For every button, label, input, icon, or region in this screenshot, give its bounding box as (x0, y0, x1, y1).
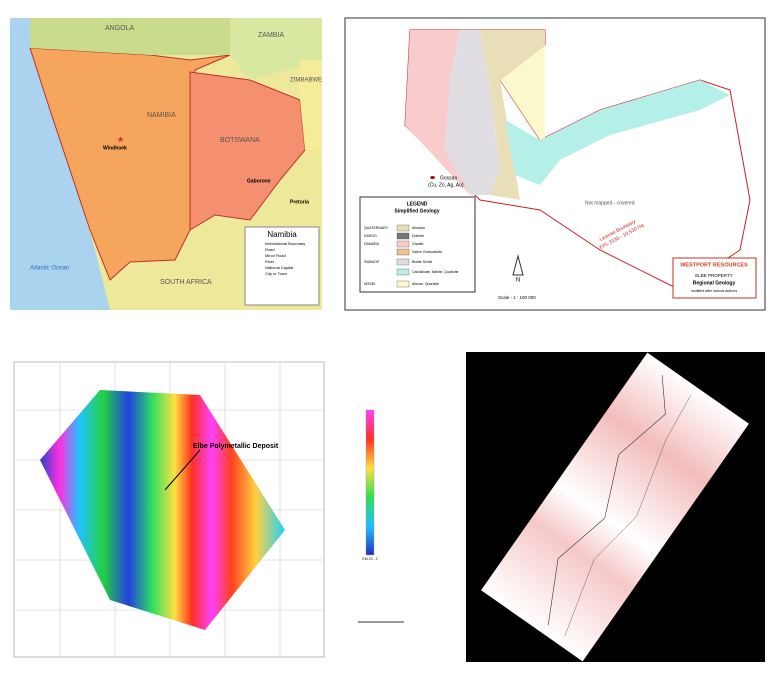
em-map: Elbe Polymetallic Deposit EM 23 - 2 (13, 361, 404, 658)
schist (445, 30, 500, 195)
gossan-symbol: ⬬ (430, 176, 436, 182)
star: ★ (117, 135, 124, 144)
legend-item: Road (265, 247, 275, 252)
legend-item: River (265, 259, 275, 264)
ocean-label: Atlantic Ocean (29, 266, 70, 272)
leader-line (164, 449, 201, 491)
legend-item: National Capital (265, 265, 293, 270)
unit: Dolerite (412, 234, 424, 238)
unit: Salem Granodiorite (412, 250, 442, 254)
legend-box (359, 196, 476, 293)
era: KAROO (364, 234, 377, 238)
legend-rows: QUATERNARY KAROO DAMARA SWAKOP NOSIB All… (364, 224, 459, 288)
country-label: SOUTH AFRICA (160, 279, 212, 286)
annotation: Elbe Polymetallic Deposit (193, 443, 279, 450)
era: NOSIB (364, 282, 376, 286)
unit: Arkose, Quartzite (412, 282, 439, 286)
swatch (396, 224, 410, 232)
legend-item: International Boundary (265, 241, 305, 246)
era: DAMARA (364, 242, 380, 246)
north-label: N (516, 278, 520, 284)
swatch (396, 268, 410, 276)
legend-items: International Boundary Road Minor Road R… (265, 241, 305, 276)
trace (547, 375, 666, 626)
calcsilicate (505, 80, 730, 185)
gossan-metals: (Cu, Zn, Ag, Au) (428, 182, 464, 188)
alluvium (480, 30, 545, 200)
subject: Regional Geology (693, 280, 736, 286)
unit: Calcsilicate, Marble, Quartzite (412, 270, 459, 274)
era: QUATERNARY (364, 226, 389, 230)
legend-box (244, 226, 320, 306)
country-label: ANGOLA (105, 25, 135, 32)
swatch (396, 258, 410, 266)
namibia-map: ANGOLA ZAMBIA ZIMBABWE NAMIBIA BOTSWANA … (10, 18, 322, 310)
scanned-plan (466, 352, 765, 662)
sheet (481, 352, 749, 662)
city-label: Pretoria (290, 199, 309, 205)
plan-sheet (481, 352, 749, 662)
legend-item: Minor Road (265, 253, 286, 258)
colorbar (365, 409, 375, 556)
country-label: BOTSWANA (220, 137, 260, 144)
namibia-shape (29, 47, 231, 281)
granite (405, 30, 470, 195)
legend-subtitle: Simplified Geology (394, 208, 440, 214)
swatch (396, 240, 410, 248)
country-label: ZAMBIA (258, 32, 284, 39)
geology-map: ⬬ Gossan (Cu, Zn, Ag, Au) Not mapped - c… (344, 17, 766, 311)
colorbar-label: EM 23 - 2 (362, 557, 377, 561)
property: ELBE PROPERTY (695, 273, 732, 278)
ocean (10, 18, 110, 310)
swatch (396, 280, 410, 288)
north-arrow (512, 254, 524, 276)
unit: Alluvium (412, 226, 425, 230)
credit: modified after various Authors (691, 289, 738, 293)
arkose (500, 30, 545, 140)
gossan-label: Gossan (440, 175, 457, 181)
angola-shape (30, 18, 230, 55)
note: Not mapped - covered (585, 200, 635, 206)
legend-title: LEGEND (407, 201, 428, 207)
era: SWAKOP (364, 260, 380, 264)
trace (564, 395, 691, 637)
legend-item: City or Town (265, 271, 287, 276)
botswana-shape (189, 71, 306, 231)
legend-title: Namibia (267, 230, 297, 239)
city-label: Gaborone (247, 178, 271, 184)
swatch (396, 248, 410, 256)
unit: Biotite Schist (412, 260, 432, 264)
city-label: Windhoek (103, 145, 127, 151)
unit: Granite (412, 242, 424, 246)
zambia-shape (230, 18, 322, 80)
zimbabwe-shape (300, 60, 322, 150)
scale: Scale - 1 : 100 000 (498, 295, 536, 300)
country-label: NAMIBIA (147, 112, 176, 119)
country-label: ZIMBABWE (290, 78, 322, 84)
em-anomaly (40, 390, 285, 630)
title-block (672, 257, 757, 299)
swatch (396, 232, 410, 240)
company: WESTPORT RESOURCES (680, 262, 748, 268)
